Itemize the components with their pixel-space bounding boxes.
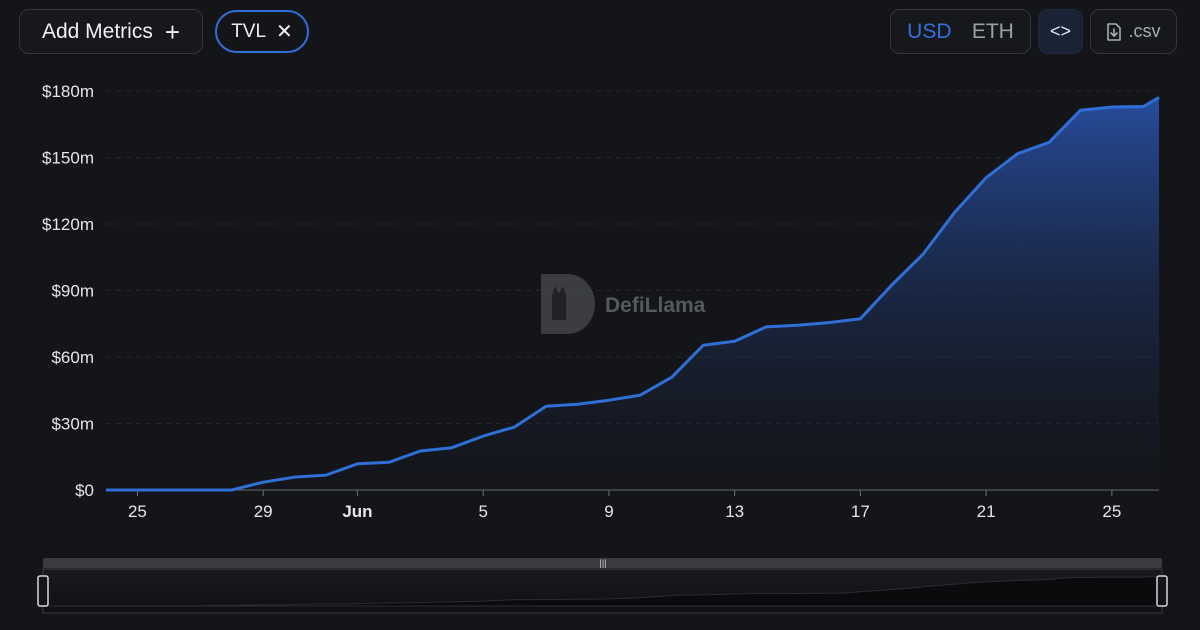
- currency-eth-option[interactable]: ETH: [971, 19, 1014, 43]
- mini-area: [48, 575, 1158, 607]
- plus-icon: +: [164, 16, 181, 47]
- csv-label: .csv: [1128, 21, 1161, 41]
- tvl-chip-label: TVL: [231, 20, 267, 42]
- close-icon[interactable]: ✕: [276, 21, 293, 43]
- y-tick-label: $0: [75, 481, 94, 500]
- file-download-icon: [1107, 22, 1122, 41]
- currency-toggle: USD ETH: [890, 9, 1031, 54]
- embed-button[interactable]: <>: [1038, 9, 1083, 54]
- x-tick-label: 25: [1102, 502, 1121, 521]
- defillama-logo-icon: [541, 274, 595, 334]
- add-metrics-label: Add Metrics: [41, 19, 153, 43]
- range-scrollbar[interactable]: [43, 558, 1162, 568]
- range-handle-right[interactable]: [1156, 575, 1168, 607]
- y-tick-label: $90m: [51, 282, 94, 301]
- grip-icon: |||: [599, 558, 606, 568]
- x-axis: 25 29 Jun 5 9 13 17 21 25: [128, 490, 1121, 521]
- x-tick-label: 17: [851, 502, 870, 521]
- y-axis: $0 $30m $60m $90m $120m $150m $180m: [42, 82, 94, 500]
- x-tick-label: Jun: [342, 502, 372, 521]
- x-tick-label: 13: [725, 502, 744, 521]
- y-tick-label: $180m: [42, 82, 94, 101]
- x-tick-label: 25: [128, 502, 147, 521]
- tvl-series-line: [106, 96, 1160, 492]
- tvl-area-fill: [106, 97, 1159, 491]
- download-csv-button[interactable]: .csv: [1090, 9, 1177, 54]
- x-tick-label: 29: [254, 502, 273, 521]
- add-metrics-button[interactable]: Add Metrics +: [19, 9, 203, 54]
- x-tick-label: 5: [478, 502, 487, 521]
- y-tick-label: $120m: [42, 215, 94, 234]
- y-tick-label: $30m: [51, 415, 94, 434]
- watermark: DefiLlama: [541, 274, 706, 334]
- watermark-text: DefiLlama: [605, 294, 706, 317]
- range-navigator[interactable]: |||: [37, 558, 1168, 614]
- tvl-metric-chip[interactable]: TVL ✕: [215, 10, 309, 53]
- y-tick-label: $150m: [42, 149, 94, 168]
- currency-usd-option[interactable]: USD: [907, 19, 952, 43]
- x-tick-label: 9: [604, 502, 613, 521]
- x-tick-label: 21: [977, 502, 996, 521]
- y-tick-label: $60m: [51, 348, 94, 367]
- code-brackets-icon: <>: [1049, 21, 1072, 41]
- range-handle-left[interactable]: [37, 575, 49, 607]
